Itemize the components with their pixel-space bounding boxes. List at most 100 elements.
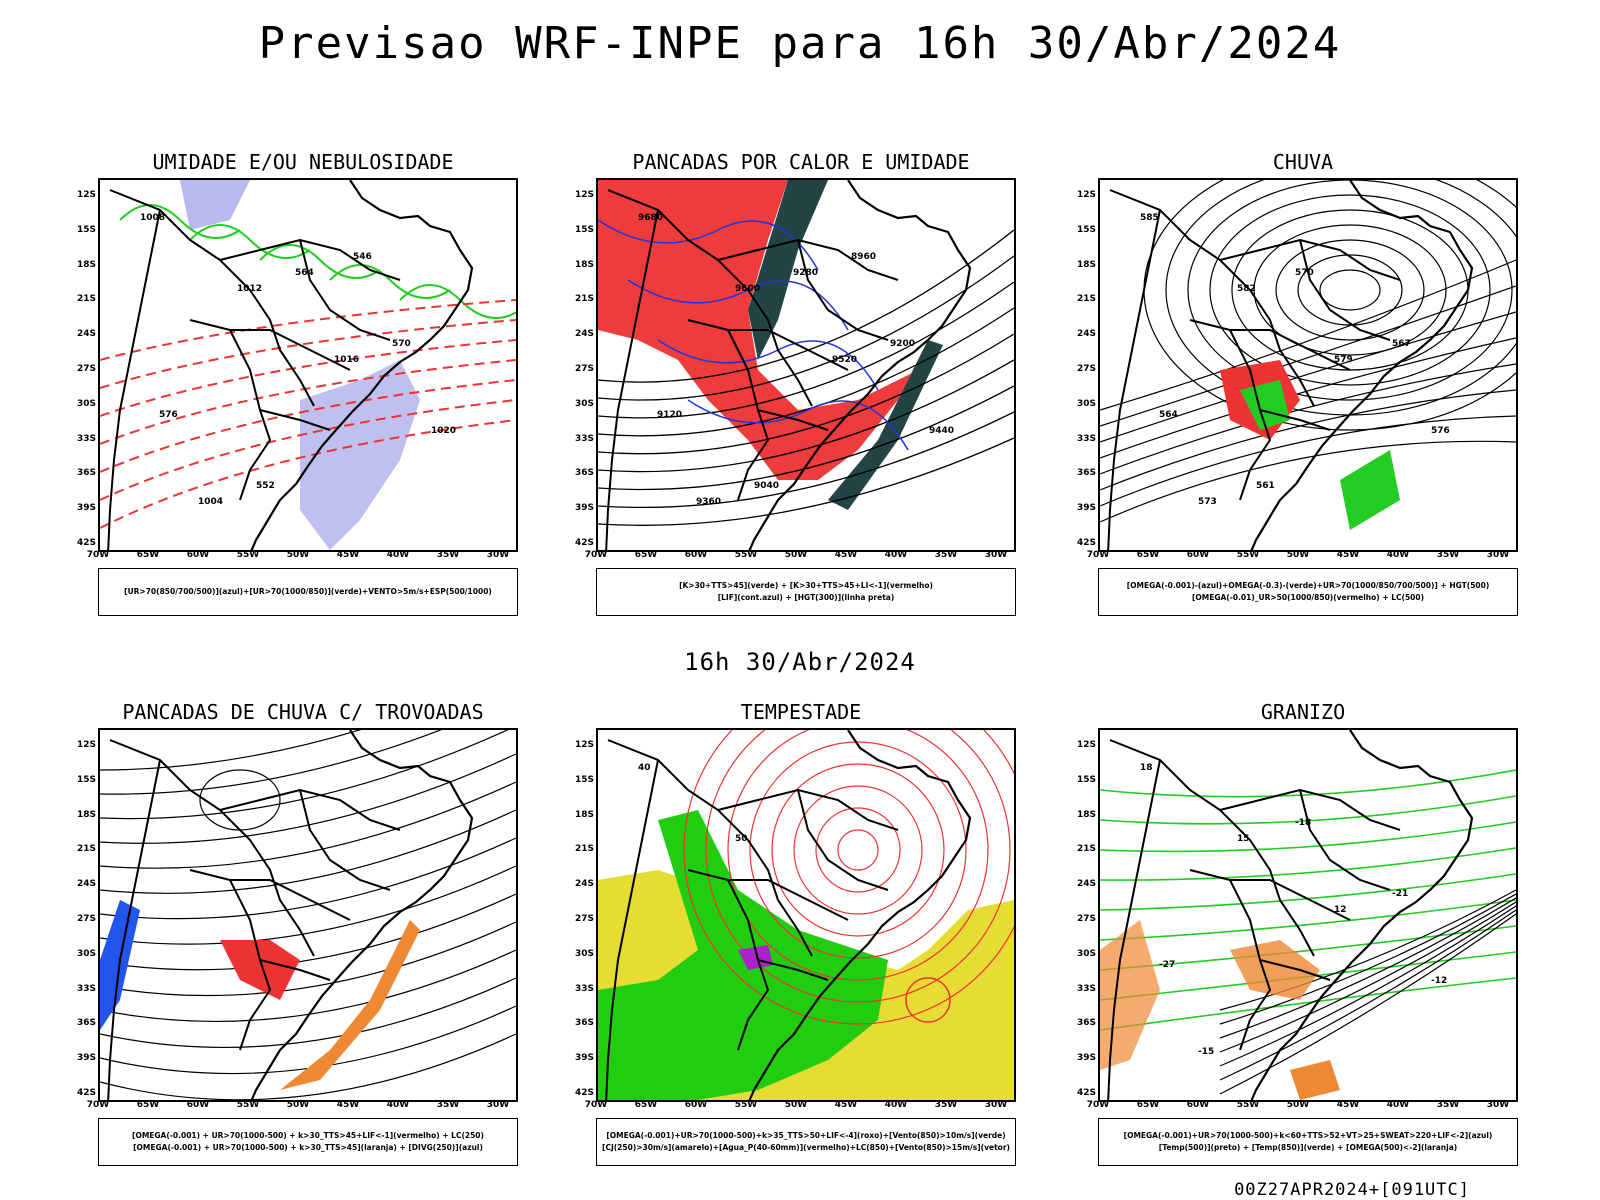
contour-label: 546 xyxy=(353,252,372,262)
latitude-tick-label: 12S xyxy=(574,190,594,200)
map-panel: UMIDADE E/OU NEBULOSIDADE 12S 15S 18S 21S 24S… xyxy=(77,150,518,620)
latitude-tick-label: 21S xyxy=(1076,294,1096,305)
longitude-tick-label: 50W xyxy=(1286,1100,1310,1110)
latitude-tick-label: 30S xyxy=(574,398,594,409)
panel-title: TEMPESTADE xyxy=(740,700,862,724)
latitude-tick-label: 39S xyxy=(1076,503,1096,514)
contour-label: -18 xyxy=(1295,818,1311,828)
longitude-tick-label: 35W xyxy=(1436,1100,1460,1110)
latitude-tick-label: 18S xyxy=(1076,809,1096,820)
longitude-tick-label: 40W xyxy=(386,550,410,560)
legend-line: [OMEGA(-0.001) + UR>70(1000-500) + k>30_… xyxy=(132,1131,484,1140)
latitude-tick-label: 42S xyxy=(1076,538,1096,548)
forecast-time: 16h 30/Abr/2024 xyxy=(684,648,916,676)
longitude-tick-label: 55W xyxy=(236,550,260,560)
panel-title: UMIDADE E/OU NEBULOSIDADE xyxy=(152,150,454,174)
latitude-tick-label: 15S xyxy=(76,774,96,785)
contour-label: -12 xyxy=(1431,976,1447,986)
map-panel: GRANIZO 12S 15S 18S 21S 24S 27S 30S 33S 36S 39S 42S… xyxy=(1077,700,1518,1170)
longitude-tick-label: 70W xyxy=(584,550,608,560)
latitude-tick-label: 39S xyxy=(76,503,96,514)
legend-line: [K>30+TTS>45](verde) + [K>30+TTS>45+LI<-… xyxy=(679,581,933,590)
contour-label: 9040 xyxy=(754,481,779,491)
latitude-tick-label: 27S xyxy=(76,364,96,374)
contour-label: 570 xyxy=(1295,268,1314,278)
legend-line: [OMEGA(-0.01)_UR>50(1000/850)(vermelho) … xyxy=(1191,593,1425,602)
latitude-tick-label: 42S xyxy=(76,538,96,548)
contour-label: 8960 xyxy=(851,252,876,262)
longitude-tick-label: 35W xyxy=(934,550,958,560)
longitude-tick-label: 45W xyxy=(834,1100,858,1110)
latitude-tick-label: 39S xyxy=(574,1053,594,1064)
latitude-tick-label: 18S xyxy=(76,809,96,820)
latitude-tick-label: 12S xyxy=(1076,740,1096,750)
latitude-tick-label: 30S xyxy=(76,398,96,409)
legend-line: [OMEGA(-0.001)+UR>70(1000-500)+k<60+TTS>… xyxy=(1123,1131,1493,1140)
forecast-map: 40 50 xyxy=(596,728,1016,1102)
latitude-tick-label: 36S xyxy=(1076,1018,1096,1029)
longitude-tick-label: 70W xyxy=(86,550,110,560)
latitude-tick-label: 12S xyxy=(76,190,96,200)
latitude-tick-label: 24S xyxy=(76,879,96,890)
contour-label: 9680 xyxy=(638,213,663,223)
latitude-tick-label: 15S xyxy=(1076,774,1096,785)
longitude-tick-label: 65W xyxy=(1136,550,1160,560)
latitude-tick-label: 21S xyxy=(1076,844,1096,855)
latitude-tick-label: 33S xyxy=(1076,983,1096,994)
map-graphic: 40 50 xyxy=(598,730,1014,1100)
contour-label: 1016 xyxy=(334,355,359,365)
legend-box: [OMEGA(-0.001)-(azul)+OMEGA(-0.3)-(verde… xyxy=(1098,568,1518,616)
latitude-tick-label: 42S xyxy=(574,538,594,548)
latitude-tick-label: 33S xyxy=(574,433,594,444)
latitude-tick-label: 21S xyxy=(574,844,594,855)
contour-label: 561 xyxy=(1256,481,1275,491)
longitude-tick-label: 45W xyxy=(1336,1100,1360,1110)
latitude-tick-label: 42S xyxy=(574,1088,594,1098)
latitude-tick-label: 33S xyxy=(76,983,96,994)
latitude-tick-label: 36S xyxy=(76,1018,96,1029)
latitude-tick-label: 36S xyxy=(1076,468,1096,479)
latitude-tick-label: 33S xyxy=(76,433,96,444)
latitude-tick-label: 24S xyxy=(1076,879,1096,890)
map-graphic: 1008 1012 1016 1020 1004 564 570 576 552 546 xyxy=(100,180,516,550)
forecast-map: 1008 1012 1016 1020 1004 564 570 576 552 546 xyxy=(98,178,518,552)
longitude-tick-label: 45W xyxy=(834,550,858,560)
contour-label: 9600 xyxy=(735,284,760,294)
latitude-tick-label: 18S xyxy=(574,259,594,270)
contour-label: 9280 xyxy=(793,268,818,278)
legend-line: [UR>70(850/700/500)](azul)+[UR>70(1000/8… xyxy=(124,587,492,596)
latitude-tick-label: 27S xyxy=(1076,364,1096,374)
latitude-tick-label: 21S xyxy=(76,294,96,305)
contour-label: 585 xyxy=(1140,213,1159,223)
longitude-tick-label: 35W xyxy=(436,1100,460,1110)
legend-box: [OMEGA(-0.001)+UR>70(1000-500)+k<60+TTS>… xyxy=(1098,1118,1518,1166)
model-run-label: 00Z27APR2024+[091UTC] xyxy=(1234,1180,1470,1200)
latitude-tick-label: 24S xyxy=(76,329,96,340)
latitude-tick-label: 30S xyxy=(1076,948,1096,959)
panel-title: CHUVA xyxy=(1272,150,1334,174)
map-panel: PANCADAS POR CALOR E UMIDADE 12S 15S 18S 21S… xyxy=(575,150,1016,620)
longitude-tick-label: 65W xyxy=(136,1100,160,1110)
map-graphic xyxy=(100,730,516,1100)
legend-box: [UR>70(850/700/500)](azul)+[UR>70(1000/8… xyxy=(98,568,518,616)
legend-line: [OMEGA(-0.001)-(azul)+OMEGA(-0.3)-(verde… xyxy=(1126,581,1490,590)
latitude-tick-label: 39S xyxy=(76,1053,96,1064)
contour-label: 9200 xyxy=(890,339,915,349)
contour-label: 9440 xyxy=(929,426,954,436)
contour-label: 570 xyxy=(392,339,411,349)
longitude-tick-label: 50W xyxy=(286,550,310,560)
map-panel: CHUVA 12S 15S 18S 21S 24S 27S 30S 33S 36S 39S 42S 70… xyxy=(1077,150,1518,620)
latitude-tick-label: 33S xyxy=(574,983,594,994)
longitude-tick-label: 55W xyxy=(734,1100,758,1110)
contour-label: 40 xyxy=(638,763,651,773)
contour-label: 12 xyxy=(1334,905,1347,915)
latitude-tick-label: 42S xyxy=(76,1088,96,1098)
longitude-tick-label: 55W xyxy=(1236,550,1260,560)
longitude-tick-label: 40W xyxy=(884,1100,908,1110)
longitude-tick-label: 30W xyxy=(486,550,510,560)
latitude-tick-label: 27S xyxy=(574,364,594,374)
longitude-tick-label: 50W xyxy=(1286,550,1310,560)
legend-line: [OMEGA(-0.001) + UR>70(1000-500) + k>30_… xyxy=(133,1143,483,1152)
latitude-tick-label: 15S xyxy=(574,224,594,235)
panel-title: PANCADAS POR CALOR E UMIDADE xyxy=(632,150,970,174)
